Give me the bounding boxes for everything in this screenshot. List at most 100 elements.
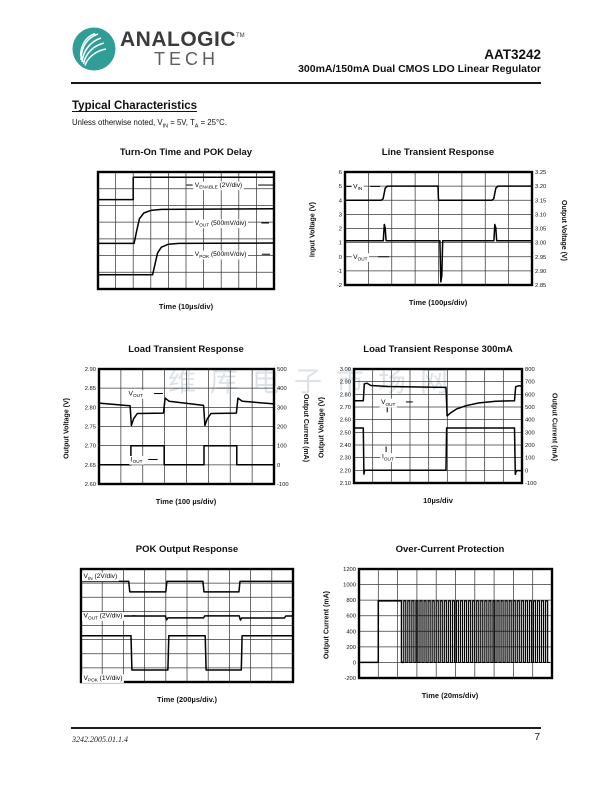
chart-pok-output-response: POK Output Response VIN (2V/div) VOUT (2V…: [64, 544, 310, 704]
svg-text:-100: -100: [525, 481, 537, 487]
y-axis-label-right: Output Current (mA): [302, 393, 309, 463]
svg-text:200: 200: [346, 645, 356, 651]
x-axis-label: Time (100 µs/div): [155, 497, 217, 506]
svg-text:600: 600: [346, 614, 356, 620]
svg-text:VOUT: VOUT: [128, 391, 142, 399]
svg-text:VOUT: VOUT: [353, 254, 367, 262]
oscilloscope-plot: VIN (2V/div) VOUT (2V/div) VPOK (1V/div): [78, 562, 296, 692]
svg-text:2.90: 2.90: [535, 269, 546, 275]
y-axis-label-right: Output Voltage (V): [560, 199, 567, 261]
svg-text:VPOK (1V/div): VPOK (1V/div): [84, 675, 123, 683]
svg-text:2.60: 2.60: [340, 418, 351, 424]
svg-text:3.20: 3.20: [535, 184, 546, 190]
svg-text:1: 1: [338, 241, 341, 247]
chart-over-current-protection: Over-Current Protection Output Current (…: [308, 544, 568, 700]
svg-text:2.80: 2.80: [340, 392, 351, 398]
svg-text:2.70: 2.70: [84, 444, 95, 450]
svg-text:VOUT: VOUT: [381, 399, 395, 407]
svg-text:3.15: 3.15: [535, 198, 546, 204]
chart-title: Load Transient Response: [128, 344, 244, 355]
svg-text:VENABLE (2V/div): VENABLE (2V/div): [195, 182, 242, 190]
svg-text:-200: -200: [344, 676, 356, 682]
oscilloscope-plot: VENABLE (2V/div) VOUT (500mV/div) VPOK (50…: [95, 165, 277, 299]
svg-text:1000: 1000: [343, 583, 356, 589]
svg-text:VPOK (500mV/div): VPOK (500mV/div): [195, 251, 247, 259]
svg-text:3: 3: [338, 212, 341, 218]
svg-text:0: 0: [525, 468, 528, 474]
svg-text:VOUT (500mV/div): VOUT (500mV/div): [195, 220, 247, 228]
svg-text:4: 4: [338, 198, 342, 204]
svg-text:-2: -2: [336, 283, 341, 289]
svg-text:3.00: 3.00: [340, 367, 351, 373]
note-text: Unless otherwise noted, V: [72, 118, 163, 127]
svg-text:200: 200: [277, 425, 287, 431]
svg-text:IOUT: IOUT: [130, 456, 142, 464]
svg-text:2.65: 2.65: [84, 463, 95, 469]
chart-title: Turn-On Time and POK Delay: [119, 147, 253, 158]
svg-text:600: 600: [525, 392, 535, 398]
svg-text:2.90: 2.90: [84, 367, 95, 373]
y-axis-label-left: Output Voltage (V): [63, 397, 70, 459]
brand-wordmark: ANALOGICTM TECH: [120, 29, 245, 68]
x-axis-label: Time (10µs/div): [158, 302, 214, 311]
chart-title: POK Output Response: [135, 544, 239, 555]
svg-text:VOUT (2V/div): VOUT (2V/div): [84, 613, 123, 621]
svg-text:800: 800: [346, 598, 356, 604]
note-text-mid: = 5V, T: [168, 118, 195, 127]
logo-circle: [72, 27, 116, 71]
svg-text:100: 100: [277, 444, 287, 450]
svg-text:VIN (2V/div): VIN (2V/div): [84, 573, 118, 581]
chart-line-transient-response: Line Transient Response Input Voltage (V…: [306, 147, 570, 307]
svg-text:IOUT: IOUT: [382, 454, 394, 462]
svg-text:1200: 1200: [343, 567, 356, 573]
svg-text:6: 6: [338, 170, 341, 176]
svg-text:400: 400: [525, 418, 535, 424]
svg-text:2.85: 2.85: [535, 283, 546, 289]
x-axis-label: 10µs/div: [423, 496, 453, 505]
oscilloscope-plot: VOUT IOUT 3.00 2.90 2.80 2.70 2.60 2.50 2.40 2.30…: [327, 362, 549, 493]
oscilloscope-plot: 1200 1000 800 600 400 200 0 -200: [332, 562, 555, 688]
chart-load-transient-response: Load Transient Response Output Voltage (…: [57, 344, 315, 506]
svg-text:2.80: 2.80: [84, 405, 95, 411]
svg-text:2.95: 2.95: [535, 255, 546, 261]
svg-text:2.85: 2.85: [84, 386, 95, 392]
svg-text:2.20: 2.20: [340, 468, 351, 474]
y-axis-label-left: Output Current (mA): [323, 590, 330, 660]
chart-title: Over-Current Protection: [395, 544, 505, 555]
svg-text:3.00: 3.00: [535, 241, 546, 247]
svg-text:2.30: 2.30: [340, 456, 351, 462]
svg-text:3.05: 3.05: [535, 227, 546, 233]
section-note: Unless otherwise noted, VIN = 5V, TA = 2…: [72, 118, 227, 130]
svg-text:400: 400: [277, 386, 287, 392]
chart-turn-on-time-pok-delay: Turn-On Time and POK Delay VENABLE (2V/d…: [60, 147, 312, 311]
chart-title: Line Transient Response: [381, 147, 495, 158]
x-axis-label: Time (200µs/div.): [157, 695, 217, 704]
svg-text:2.40: 2.40: [340, 443, 351, 449]
brand-line1: ANALOGIC: [120, 28, 236, 51]
chart-title: Load Transient Response 300mA: [363, 344, 513, 355]
svg-text:100: 100: [525, 456, 535, 462]
svg-text:2: 2: [338, 227, 341, 233]
svg-text:2.10: 2.10: [340, 481, 351, 487]
svg-text:0: 0: [277, 463, 280, 469]
svg-text:2.60: 2.60: [84, 482, 95, 488]
footer-rule: [71, 727, 541, 729]
svg-text:300: 300: [525, 430, 535, 436]
svg-text:2.50: 2.50: [340, 430, 351, 436]
svg-text:500: 500: [277, 367, 287, 373]
svg-text:VIN: VIN: [353, 183, 362, 191]
y-axis-label-right: Output Current (mA): [550, 393, 558, 462]
note-sub-in: IN: [162, 123, 169, 130]
analogictech-logo: [71, 26, 117, 77]
document-code: 3242.2005.01.1.4: [72, 735, 128, 744]
section-title: Typical Characteristics: [72, 100, 198, 112]
y-axis-label-left: Output Voltage (V): [318, 397, 326, 458]
note-text-end: = 25°C.: [198, 118, 227, 127]
svg-text:-1: -1: [336, 269, 341, 275]
trademark-symbol: TM: [236, 33, 245, 39]
svg-text:700: 700: [525, 380, 535, 386]
x-axis-label: Time (100µs/div): [408, 298, 468, 307]
svg-text:2.75: 2.75: [84, 425, 95, 431]
brand-line2: TECH: [154, 49, 219, 69]
